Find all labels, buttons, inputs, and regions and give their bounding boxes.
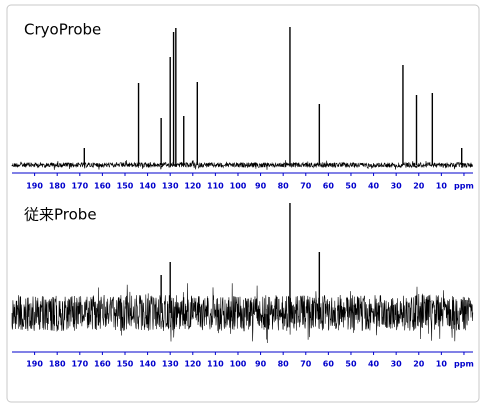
x-tick-label: 120 — [184, 182, 201, 191]
x-tick-label: 160 — [94, 182, 111, 191]
x-tick-label: 90 — [255, 182, 267, 191]
x-tick-label: 190 — [26, 360, 43, 369]
x-tick-label: 130 — [162, 182, 179, 191]
x-tick-label: 60 — [323, 182, 335, 191]
x-tick-label: 100 — [230, 182, 247, 191]
x-tick-label: 60 — [323, 360, 335, 369]
x-tick-label: 10 — [436, 360, 448, 369]
x-tick-label: 10 — [436, 182, 448, 191]
x-tick-label: ppm — [454, 360, 474, 369]
x-tick-label: 20 — [413, 360, 425, 369]
panel-title: 従来Probe — [24, 206, 97, 224]
x-tick-label: 20 — [413, 182, 425, 191]
x-tick-label: 170 — [71, 360, 88, 369]
x-tick-label: 70 — [300, 182, 312, 191]
noise — [11, 160, 473, 170]
x-tick-label: 100 — [230, 360, 247, 369]
x-tick-label: 180 — [49, 360, 66, 369]
x-tick-label: ppm — [454, 182, 474, 191]
x-tick-label: 40 — [368, 360, 380, 369]
x-tick-label: 130 — [162, 360, 179, 369]
x-tick-label: 160 — [94, 360, 111, 369]
x-tick-label: 150 — [117, 182, 134, 191]
x-tick-label: 80 — [278, 360, 290, 369]
x-tick-label: 90 — [255, 360, 267, 369]
frame — [6, 4, 480, 403]
x-tick-label: 150 — [117, 360, 134, 369]
x-tick-label: 140 — [139, 360, 156, 369]
x-tick-label: 110 — [207, 182, 224, 191]
x-tick-label: 30 — [391, 182, 403, 191]
x-tick-label: 190 — [26, 182, 43, 191]
x-tick-label: 30 — [391, 360, 403, 369]
x-tick-label: 40 — [368, 182, 380, 191]
panel-title: CryoProbe — [24, 21, 101, 39]
noise — [11, 283, 474, 344]
x-tick-label: 50 — [345, 360, 357, 369]
x-tick-label: 70 — [300, 360, 312, 369]
x-tick-label: 170 — [71, 182, 88, 191]
x-tick-label: 50 — [345, 182, 357, 191]
x-tick-label: 80 — [278, 182, 290, 191]
x-tick-label: 110 — [207, 360, 224, 369]
x-tick-label: 180 — [49, 182, 66, 191]
x-tick-label: 140 — [139, 182, 156, 191]
x-tick-label: 120 — [184, 360, 201, 369]
